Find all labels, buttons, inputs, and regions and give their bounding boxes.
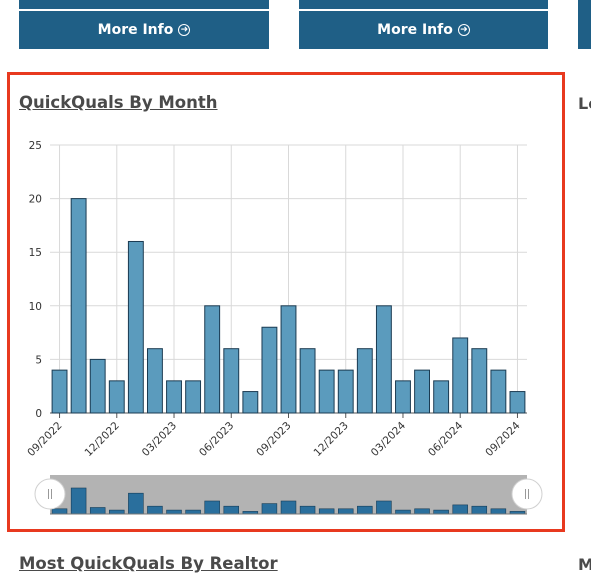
bar-09/2024 <box>509 391 526 414</box>
bar-10/2023 <box>299 348 316 414</box>
bar-03/2023 <box>166 380 182 414</box>
section-title[interactable]: Most QuickQuals By Realtor <box>19 554 278 573</box>
more-info-button-left[interactable]: More Info ➜ <box>19 11 269 49</box>
navigator-bar <box>128 492 144 515</box>
right-title-fragment: Le <box>578 94 591 113</box>
navigator-bar <box>471 505 488 515</box>
navigator-bar <box>204 500 220 515</box>
arrow-circle-right-icon: ➜ <box>178 24 191 36</box>
panel-title[interactable]: QuickQuals By Month <box>19 93 218 112</box>
y-tick-label: 25 <box>29 140 42 152</box>
navigator-bar <box>70 487 87 515</box>
navigator-bar <box>89 507 106 515</box>
navigator-bar <box>185 509 201 515</box>
more-info-button-right[interactable]: More Info ➜ <box>299 11 548 49</box>
x-tick-label: 03/2024 <box>369 419 409 459</box>
y-tick-label: 20 <box>29 194 42 206</box>
bar-06/2024 <box>452 337 469 414</box>
bar-07/2024 <box>471 348 488 414</box>
navigator-handle-right[interactable] <box>511 478 543 510</box>
bar-10/2022 <box>70 198 87 414</box>
navigator-handle-left[interactable] <box>34 478 66 510</box>
y-tick-label: 10 <box>29 301 42 313</box>
y-tick-label: 0 <box>35 408 42 420</box>
bar-01/2024 <box>356 348 373 414</box>
card-strip-left <box>19 0 269 9</box>
x-tick-label: 06/2024 <box>426 419 466 459</box>
chart-panel <box>7 72 565 532</box>
navigator-bar <box>414 508 430 515</box>
x-tick-label: 06/2023 <box>197 420 236 459</box>
bar-08/2023 <box>261 326 278 414</box>
navigator-bar <box>376 500 392 515</box>
bar-11/2022 <box>89 358 106 414</box>
navigator-bar <box>280 500 297 515</box>
x-tick-label: 12/2023 <box>312 420 351 459</box>
bar-08/2024 <box>490 369 507 414</box>
bar-12/2022 <box>108 380 125 414</box>
bar-04/2023 <box>185 380 202 414</box>
more-info-label: More Info <box>377 22 453 38</box>
navigator-bar <box>166 509 182 515</box>
x-tick-label: 12/2022 <box>83 420 122 459</box>
navigator-bar <box>147 505 163 515</box>
navigator-bar <box>109 509 125 515</box>
bar-02/2024 <box>375 305 392 414</box>
bar-06/2023 <box>223 348 240 414</box>
card-strip-right <box>299 0 548 9</box>
y-tick-label: 15 <box>29 247 42 259</box>
bar-09/2022 <box>51 369 68 414</box>
navigator-bar <box>51 508 68 515</box>
navigator-bar <box>395 509 411 515</box>
navigator-bar <box>261 503 278 515</box>
bar-05/2024 <box>433 380 450 414</box>
navigator-bar <box>299 505 316 515</box>
bar-05/2023 <box>204 305 221 414</box>
bottom-right-fragment: M <box>578 555 591 574</box>
bar-01/2023 <box>127 240 144 414</box>
y-tick-label: 5 <box>35 354 42 366</box>
bar-02/2023 <box>146 348 163 414</box>
navigator-bar <box>452 504 468 515</box>
navigator-bar <box>318 508 335 515</box>
navigator-bar <box>357 505 373 515</box>
arrow-circle-right-icon: ➜ <box>457 24 470 36</box>
bar-07/2023 <box>242 391 259 414</box>
x-tick-label: 09/2023 <box>254 420 293 459</box>
navigator-bar <box>223 505 240 515</box>
navigator-bar <box>490 508 507 515</box>
navigator-bar <box>433 509 449 515</box>
more-info-label: More Info <box>97 22 174 38</box>
card-strip-edge <box>578 0 591 49</box>
bar-09/2023 <box>280 305 297 414</box>
bar-11/2023 <box>318 369 335 414</box>
x-tick-label: 09/2024 <box>483 419 523 459</box>
x-tick-label: 09/2022 <box>25 420 64 459</box>
navigator-bar <box>337 508 354 515</box>
bar-04/2024 <box>414 369 431 414</box>
bar-03/2024 <box>395 380 411 414</box>
x-tick-label: 03/2023 <box>140 420 179 459</box>
bar-12/2023 <box>337 369 354 414</box>
